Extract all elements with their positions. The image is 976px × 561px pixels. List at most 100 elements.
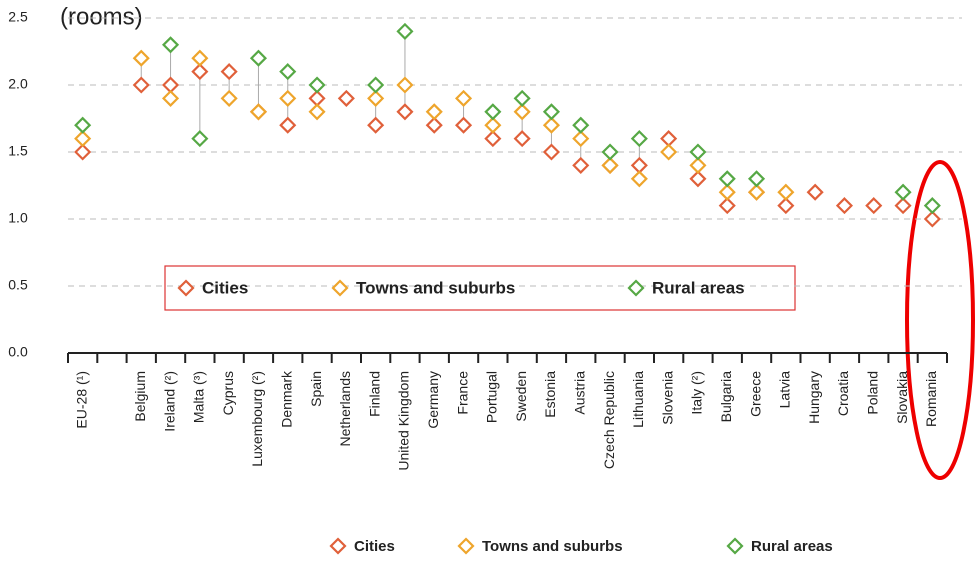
legend-label: Cities (202, 278, 248, 297)
data-point (308, 76, 326, 94)
data-point (220, 89, 238, 107)
data-point (132, 76, 150, 94)
x-tick-label: Czech Republic (601, 371, 617, 469)
y-tick-label: 2.5 (8, 9, 28, 25)
x-tick-label: Spain (308, 371, 324, 407)
data-point (425, 116, 443, 134)
legend-marker (726, 537, 744, 555)
data-point (601, 143, 619, 161)
y-tick-label: 2.0 (8, 76, 28, 92)
data-point (161, 89, 180, 107)
legend-marker (177, 279, 195, 297)
data-point (367, 76, 385, 94)
x-tick-label: Latvia (777, 371, 793, 409)
data-point (513, 89, 531, 107)
x-tick-label: Malta (³) (191, 371, 207, 423)
legend-label: Towns and suburbs (482, 538, 623, 555)
data-point (454, 89, 473, 107)
data-point (513, 130, 531, 148)
data-point (689, 156, 707, 174)
x-tick-label: EU-28 (¹) (73, 371, 89, 429)
x-tick-label: Germany (425, 371, 441, 429)
y-tick-label: 1.0 (8, 210, 28, 226)
legend-box (164, 265, 796, 311)
data-point (484, 103, 502, 121)
data-point (74, 116, 92, 134)
x-tick-label: Belgium (132, 371, 148, 422)
legend-label: Towns and suburbs (356, 278, 515, 297)
data-point (630, 170, 648, 188)
highlight-ellipse (905, 160, 975, 480)
data-point (572, 130, 590, 148)
data-point (923, 197, 941, 215)
data-point (220, 63, 238, 81)
data-point (572, 156, 590, 174)
data-point (572, 116, 590, 134)
data-point (865, 197, 883, 215)
data-point (279, 63, 297, 81)
data-point (396, 76, 414, 94)
x-tick-label: Austria (571, 371, 587, 415)
data-point (308, 103, 326, 121)
x-tick-label: Romania (923, 371, 939, 427)
data-point (542, 103, 561, 121)
legend-marker (329, 537, 347, 555)
x-tick-label: Italy (²) (689, 371, 705, 415)
data-point (689, 143, 707, 161)
legend-label: Cities (354, 538, 395, 555)
data-point (923, 210, 941, 228)
data-point (747, 170, 766, 188)
y-axis-label: (rooms) (60, 3, 143, 30)
x-tick-label: Croatia (835, 371, 851, 416)
data-point (542, 143, 561, 161)
x-tick-label: United Kingdom (396, 371, 412, 471)
data-point (191, 63, 209, 81)
data-point (367, 89, 385, 107)
x-tick-label: Hungary (806, 371, 822, 424)
legend-label: Rural areas (751, 538, 833, 555)
data-point (132, 49, 150, 67)
data-point (718, 183, 736, 201)
data-point (718, 197, 736, 215)
data-point (747, 183, 766, 201)
x-tick-label: Ireland (²) (161, 371, 177, 432)
data-point (660, 143, 678, 161)
data-point (279, 89, 297, 107)
y-tick-label: 0.5 (8, 277, 28, 293)
x-tick-label: Netherlands (337, 371, 353, 447)
data-point (74, 143, 92, 161)
x-tick-label: Slovenia (659, 371, 675, 425)
x-tick-label: France (454, 371, 470, 415)
x-tick-label: Estonia (542, 371, 558, 418)
data-point (894, 197, 912, 215)
data-point (601, 156, 619, 174)
data-point (835, 197, 854, 215)
data-point (894, 183, 912, 201)
x-tick-label: Finland (366, 371, 382, 417)
data-point (689, 170, 707, 188)
x-tick-label: Bulgaria (718, 371, 734, 423)
legend-marker (457, 537, 475, 555)
legend-label: Rural areas (652, 278, 745, 297)
data-point (279, 116, 297, 134)
data-point (484, 116, 502, 134)
data-point (337, 89, 355, 107)
data-point (161, 36, 180, 54)
data-point (777, 197, 795, 215)
data-point (484, 130, 502, 148)
data-point (191, 49, 209, 67)
data-point (249, 103, 268, 121)
x-tick-label: Denmark (278, 370, 294, 428)
data-point (191, 130, 209, 148)
x-tick-label: Slovakia (894, 371, 910, 424)
data-point (454, 116, 473, 134)
legend-marker (627, 279, 645, 297)
data-point (542, 116, 561, 134)
data-point (74, 130, 92, 148)
x-tick-label: Cyprus (220, 371, 236, 415)
data-point (425, 103, 443, 121)
data-point (396, 22, 414, 40)
x-tick-label: Portugal (484, 371, 500, 423)
data-point (806, 183, 824, 201)
